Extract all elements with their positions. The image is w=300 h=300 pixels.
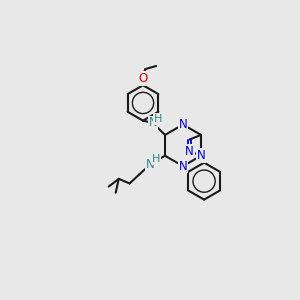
Text: N: N — [178, 160, 188, 172]
Text: O: O — [138, 72, 148, 85]
Text: N: N — [185, 145, 194, 158]
Text: N: N — [178, 118, 188, 131]
Text: N: N — [149, 116, 158, 130]
Text: N: N — [196, 149, 206, 162]
Text: N: N — [146, 158, 155, 171]
Text: H: H — [154, 114, 163, 124]
Text: H: H — [152, 154, 161, 164]
